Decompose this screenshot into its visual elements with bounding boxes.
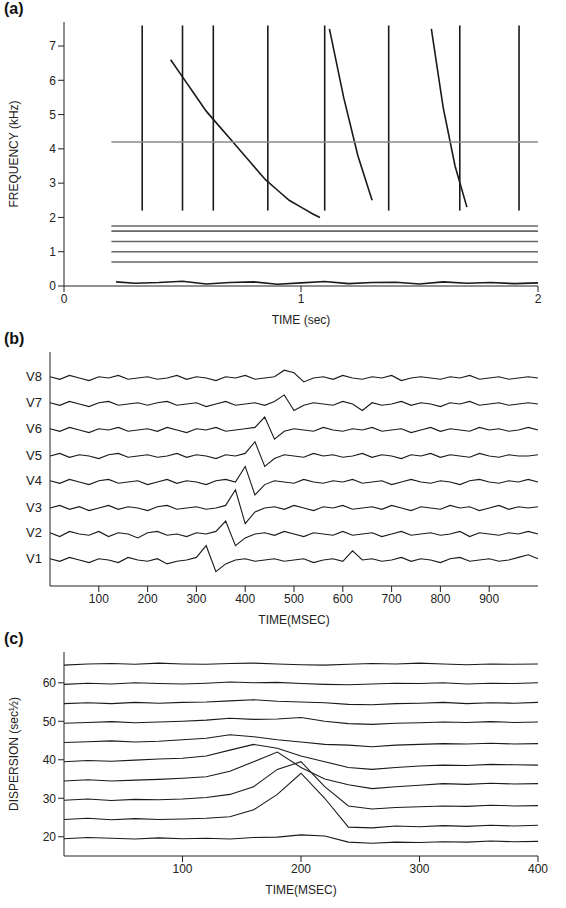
svg-text:500: 500 (284, 592, 304, 606)
svg-text:200: 200 (291, 862, 311, 876)
svg-text:700: 700 (382, 592, 402, 606)
svg-text:DISPERSION (sec½): DISPERSION (sec½) (7, 697, 21, 811)
svg-text:TIME(MSEC): TIME(MSEC) (258, 613, 329, 627)
svg-text:20: 20 (43, 830, 57, 844)
svg-text:V5: V5 (26, 448, 42, 463)
svg-text:0: 0 (49, 279, 56, 293)
svg-text:TIME (sec): TIME (sec) (272, 313, 331, 327)
svg-text:3: 3 (49, 176, 56, 190)
svg-text:V7: V7 (26, 395, 42, 410)
svg-text:600: 600 (333, 592, 353, 606)
svg-text:1: 1 (298, 292, 305, 306)
svg-text:800: 800 (430, 592, 450, 606)
svg-text:FREQUENCY (kHz): FREQUENCY (kHz) (7, 100, 21, 207)
svg-text:2: 2 (49, 211, 56, 225)
svg-text:300: 300 (186, 592, 206, 606)
svg-text:0: 0 (61, 292, 68, 306)
svg-text:V3: V3 (26, 500, 42, 515)
svg-text:900: 900 (479, 592, 499, 606)
svg-text:6: 6 (49, 74, 56, 88)
svg-text:40: 40 (43, 753, 57, 767)
html-text:(b): (b) (4, 330, 25, 347)
svg-text:V6: V6 (26, 421, 42, 436)
svg-text:300: 300 (409, 862, 429, 876)
svg-text:4: 4 (49, 142, 56, 156)
svg-text:5: 5 (49, 108, 56, 122)
svg-text:30: 30 (43, 792, 57, 806)
html-text:(c): (c) (4, 630, 24, 647)
svg-text:100: 100 (172, 862, 192, 876)
svg-text:7: 7 (49, 39, 56, 53)
svg-text:V8: V8 (26, 369, 42, 384)
svg-text:V4: V4 (26, 473, 42, 488)
html-text:(a): (a) (4, 0, 24, 17)
svg-text:1: 1 (49, 245, 56, 259)
svg-text:2: 2 (535, 292, 542, 306)
svg-text:60: 60 (43, 676, 57, 690)
svg-text:100: 100 (89, 592, 109, 606)
svg-text:V1: V1 (26, 551, 42, 566)
svg-text:200: 200 (138, 592, 158, 606)
svg-text:50: 50 (43, 715, 57, 729)
svg-text:V2: V2 (26, 525, 42, 540)
svg-text:400: 400 (528, 862, 548, 876)
svg-text:400: 400 (235, 592, 255, 606)
svg-text:TIME(MSEC): TIME(MSEC) (265, 883, 336, 897)
